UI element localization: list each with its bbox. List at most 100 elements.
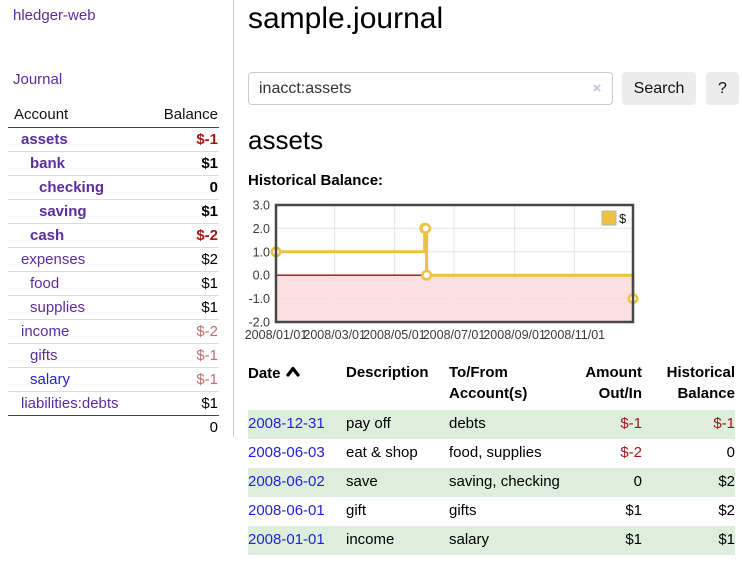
- legend-swatch: [601, 210, 617, 226]
- register-date-cell: 2008-01-01: [248, 526, 346, 555]
- register-balance-cell: $2: [718, 502, 735, 519]
- transaction-date-link[interactable]: 2008-01-01: [248, 531, 325, 548]
- register-amount-cell: $-2: [620, 444, 642, 461]
- register-description-cell: pay off: [346, 410, 449, 439]
- account-link[interactable]: bank: [30, 154, 66, 172]
- chart-title: Historical Balance:: [248, 172, 384, 189]
- help-button[interactable]: ?: [706, 72, 739, 105]
- register-accounts-cell: salary: [449, 526, 563, 555]
- x-tick-label: 2008/07/01: [423, 328, 486, 342]
- account-link[interactable]: expenses: [21, 250, 86, 268]
- search-input[interactable]: [248, 72, 613, 105]
- plot-border: [274, 203, 635, 324]
- account-link[interactable]: income: [21, 322, 70, 340]
- account-link[interactable]: saving: [39, 202, 87, 220]
- account-balance: $-1: [143, 343, 219, 368]
- register-date-cell: 2008-06-02: [248, 468, 346, 497]
- account-row: supplies $1: [8, 295, 219, 320]
- register-accounts-cell: food, supplies: [449, 444, 542, 461]
- register-balance-cell: $1: [642, 526, 735, 555]
- negative-region: [276, 275, 633, 322]
- account-link[interactable]: liabilities:debts: [21, 394, 119, 412]
- account-balance: $1: [143, 151, 219, 176]
- register-row: 2008-12-31 pay off debts $-1 $-1: [248, 410, 735, 439]
- accounts-total-row: 0: [8, 415, 219, 440]
- register-description-cell: save: [346, 468, 449, 497]
- transaction-date-link[interactable]: 2008-12-31: [248, 415, 325, 432]
- account-row: saving $1: [8, 199, 219, 224]
- account-row: assets $-1: [8, 128, 219, 152]
- account-link[interactable]: food: [30, 274, 60, 292]
- account-row: expenses $2: [8, 247, 219, 272]
- register-header-amount: Amount Out/In: [585, 364, 642, 402]
- x-tick-label: 2008/03/01: [303, 328, 366, 342]
- y-tick-label: -1.0: [248, 292, 270, 306]
- register-header-balance: Historical Balance: [666, 364, 735, 402]
- account-link[interactable]: supplies: [30, 298, 86, 316]
- account-row: liabilities:debts $1: [8, 391, 219, 416]
- y-tick-label: 1.0: [253, 245, 270, 259]
- legend-label: $: [619, 211, 627, 226]
- account-balance: $-1: [196, 130, 218, 148]
- page-title: sample.journal: [248, 2, 444, 35]
- account-row: salary $-1: [8, 367, 219, 392]
- x-tick-label: 2008/01/01: [245, 328, 308, 342]
- register-row: 2008-01-01 income salary $1 $1: [248, 526, 735, 555]
- account-balance: $-1: [143, 367, 219, 392]
- register-header-accounts: To/From Account(s): [449, 364, 528, 402]
- account-link[interactable]: cash: [30, 226, 65, 244]
- y-tick-label: -2.0: [248, 316, 270, 330]
- account-row: bank $1: [8, 151, 219, 176]
- account-link[interactable]: gifts: [30, 346, 58, 364]
- register-accounts-cell: gifts: [449, 502, 477, 519]
- account-link[interactable]: checking: [39, 178, 105, 196]
- account-link[interactable]: salary: [30, 370, 71, 388]
- register-row: 2008-06-02 save saving, checking 0 $2: [248, 468, 735, 497]
- app-title-link[interactable]: hledger-web: [13, 7, 96, 24]
- x-tick-label: 2008/11/01: [543, 328, 605, 342]
- account-balance: $1: [143, 199, 219, 224]
- register-description-cell: gift: [346, 502, 367, 519]
- sidebar-item-journal[interactable]: Journal: [13, 71, 63, 88]
- account-balance: $-2: [143, 319, 219, 344]
- register-header-date[interactable]: Date: [248, 362, 346, 410]
- y-tick-label: 0.0: [253, 269, 270, 283]
- register-balance-cell: 0: [726, 444, 735, 461]
- register-accounts-cell: saving, checking: [449, 468, 563, 497]
- register-amount-cell: $1: [563, 526, 642, 555]
- register-row: 2008-06-03 eat & shop food, supplies $-2 0: [248, 439, 735, 468]
- clear-search-icon[interactable]: ×: [592, 80, 602, 97]
- register-description-cell: eat & shop: [346, 444, 418, 461]
- register-description-cell: income: [346, 526, 449, 555]
- transaction-date-link[interactable]: 2008-06-01: [248, 502, 325, 519]
- sidebar: hledger-web Journal Account Balance asse…: [0, 0, 234, 440]
- accounts-total-value: 0: [143, 415, 219, 440]
- register-accounts-cell: debts: [449, 410, 563, 439]
- register-header-description: Description: [346, 364, 429, 381]
- register-amount-cell: $1: [625, 502, 642, 519]
- register-balance-cell: $-1: [642, 410, 735, 439]
- sort-ascending-icon: [285, 362, 300, 383]
- account-row: gifts $-1: [8, 343, 219, 368]
- register-date-cell: 2008-12-31: [248, 410, 346, 439]
- account-row: food $1: [8, 271, 219, 296]
- search-button[interactable]: Search: [622, 72, 696, 105]
- account-balance: 0: [143, 175, 219, 200]
- search-bar: × Search ?: [248, 72, 739, 105]
- account-link[interactable]: assets: [21, 130, 68, 148]
- register-table: Date Description To/From Account(s) Amou…: [248, 362, 735, 555]
- register-balance-cell: $2: [642, 468, 735, 497]
- y-tick-label: 2.0: [253, 222, 270, 236]
- x-tick-label: 2008/09/01: [483, 328, 546, 342]
- account-balance: $-2: [143, 223, 219, 248]
- register-date-cell: 2008-06-01: [248, 497, 346, 526]
- register-row: 2008-06-01 gift gifts $1 $2: [248, 497, 735, 526]
- register-header-date-label: Date: [248, 365, 281, 382]
- register-amount-cell: 0: [563, 468, 642, 497]
- account-row: income $-2: [8, 319, 219, 344]
- x-tick-label: 2008/05/01: [363, 328, 426, 342]
- account-row: cash $-2: [8, 223, 219, 248]
- transaction-date-link[interactable]: 2008-06-02: [248, 473, 325, 490]
- account-heading: assets: [248, 125, 324, 155]
- transaction-date-link[interactable]: 2008-06-03: [248, 444, 325, 461]
